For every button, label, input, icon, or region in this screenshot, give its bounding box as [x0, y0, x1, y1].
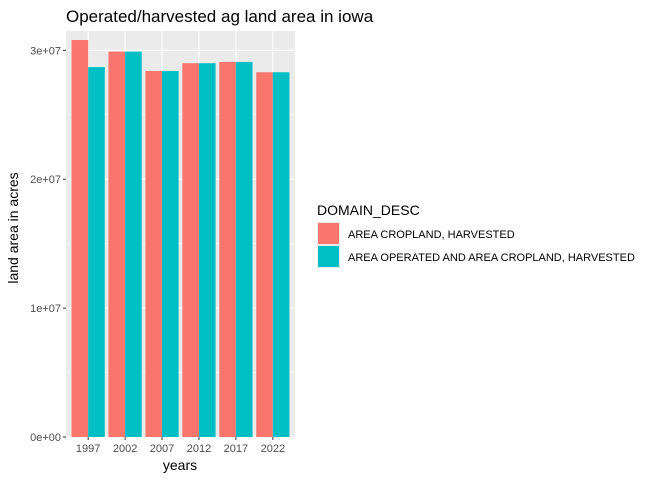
y-tick-label: 2e+07	[30, 174, 61, 186]
y-axis: 0e+00 1e+07 2e+07 3e+07	[30, 45, 66, 444]
y-tick-label: 3e+07	[30, 45, 61, 57]
bar-2007-series-1	[145, 70, 163, 437]
legend-swatch	[318, 223, 339, 244]
y-tick-label: 1e+07	[30, 303, 61, 315]
legend-label: AREA OPERATED AND AREA CROPLAND, HARVEST…	[348, 252, 635, 264]
bar-2012-series-2	[198, 63, 216, 437]
x-tick-label: 2017	[224, 443, 248, 455]
chart-title: Operated/harvested ag land area in iowa	[66, 7, 374, 26]
x-tick-label: 2002	[113, 443, 137, 455]
bar-2007-series-2	[162, 70, 179, 437]
x-tick-label: 2007	[150, 443, 174, 455]
bar-2017-series-2	[235, 61, 253, 437]
bar-2017-series-1	[219, 61, 236, 437]
bar-2002-series-1	[108, 51, 126, 437]
bar-1997-series-2	[88, 67, 105, 437]
legend: DOMAIN_DESC AREA CROPLAND, HARVESTED AREA…	[317, 202, 635, 268]
x-axis: 1997 2002 2007 2012 2017 2022	[76, 437, 285, 455]
x-axis-label: years	[163, 457, 197, 473]
legend-title: DOMAIN_DESC	[317, 202, 420, 218]
x-tick-label: 1997	[76, 443, 100, 455]
bar-2012-series-1	[182, 63, 199, 437]
bar-2022-series-1	[256, 72, 273, 437]
legend-label: AREA CROPLAND, HARVESTED	[348, 229, 515, 241]
bar-2002-series-2	[125, 51, 142, 437]
x-tick-label: 2012	[187, 443, 211, 455]
x-tick-label: 2022	[261, 443, 285, 455]
bar-2022-series-2	[272, 72, 290, 437]
y-tick-label: 0e+00	[30, 432, 61, 444]
bar-1997-series-1	[71, 40, 89, 438]
y-axis-label: land area in acres	[5, 172, 21, 283]
legend-swatch	[318, 246, 339, 267]
bars	[71, 40, 290, 438]
